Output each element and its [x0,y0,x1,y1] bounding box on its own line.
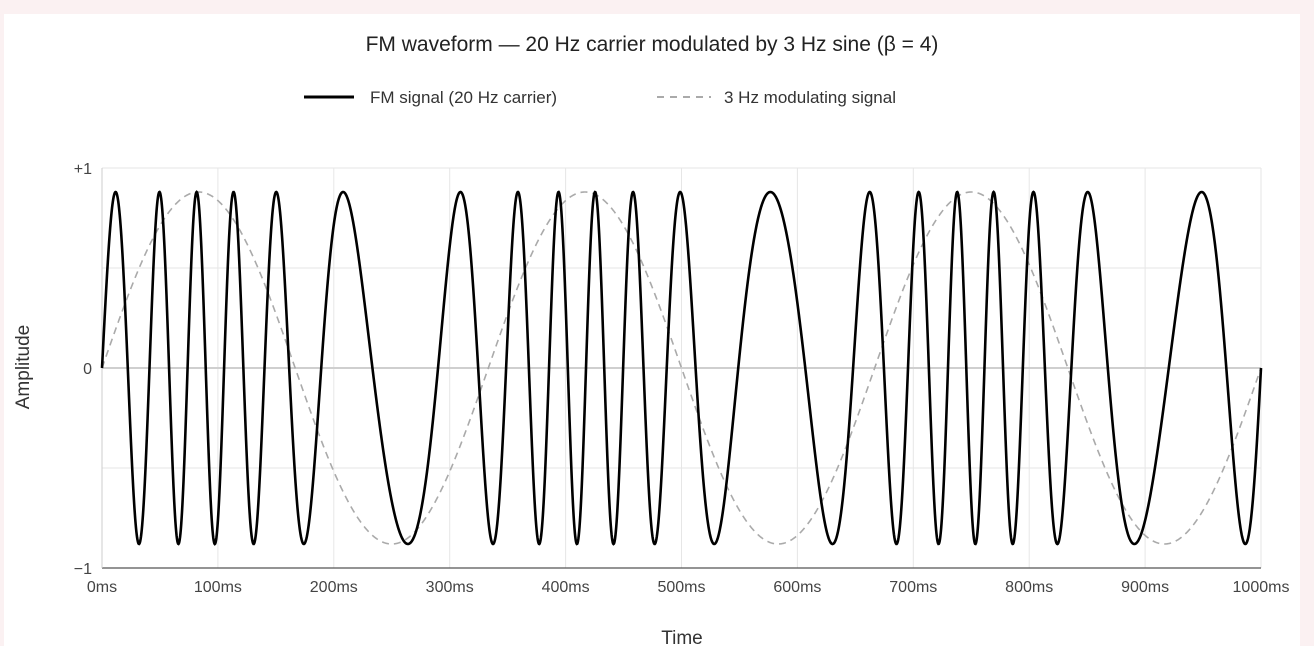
legend: FM signal (20 Hz carrier) 3 Hz modulatin… [304,88,896,107]
x-tick-label: 600ms [773,579,821,596]
series-line-fm-signal [100,190,1263,546]
y-tick-labels: +1 0 −1 [74,161,92,578]
y-tick-label: −1 [74,561,92,578]
x-tick-label: 500ms [657,579,705,596]
x-tick-label: 200ms [310,579,358,596]
legend-label-fm-signal[interactable]: FM signal (20 Hz carrier) [370,88,557,107]
x-tick-label: 900ms [1121,579,1169,596]
x-tick-label: 400ms [542,579,590,596]
y-tick-label: +1 [74,161,92,178]
y-axis-label: Amplitude [13,325,34,410]
x-tick-labels: 0ms 100ms 200ms 300ms 400ms 500ms 600ms 700ms 80… [87,579,1290,596]
chart-card: FM waveform — 20 Hz carrier modulated by… [4,14,1300,646]
x-tick-label: 0ms [87,579,117,596]
series-line-modulating-signal [101,191,1262,545]
chart-title: FM waveform — 20 Hz carrier modulated by… [366,33,939,56]
x-tick-label: 100ms [194,579,242,596]
x-axis-label: Time [661,628,703,646]
x-tick-label: 700ms [889,579,937,596]
fm-waveform-chart: FM waveform — 20 Hz carrier modulated by… [13,33,1290,646]
x-tick-label: 1000ms [1233,579,1290,596]
x-tick-label: 800ms [1005,579,1053,596]
x-tick-label: 300ms [426,579,474,596]
y-tick-label: 0 [83,361,92,378]
legend-label-modulating-signal[interactable]: 3 Hz modulating signal [724,88,896,107]
